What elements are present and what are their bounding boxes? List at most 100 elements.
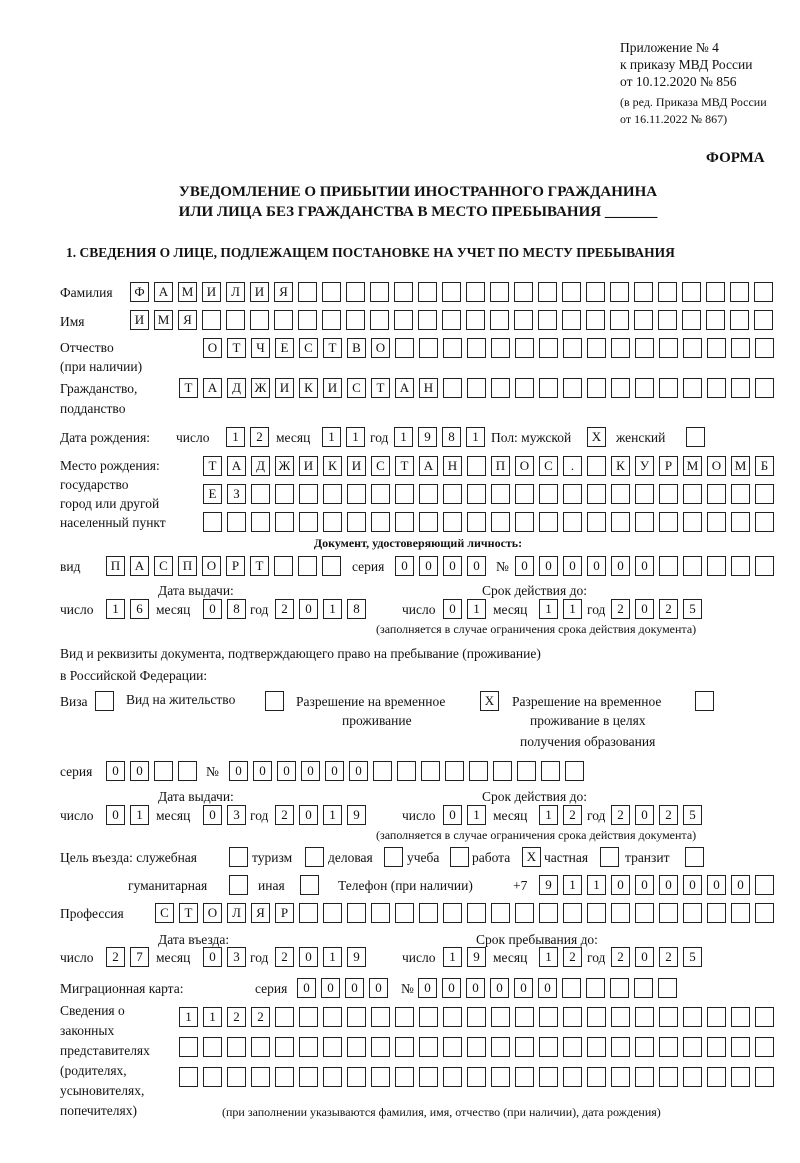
right-number-box[interactable]	[397, 761, 416, 781]
doc-issue-year-box[interactable]: 2	[275, 599, 294, 619]
doc-issue-month-box[interactable]: 0	[203, 599, 222, 619]
doc-series-box[interactable]: 0	[419, 556, 438, 576]
birth-place-1-box[interactable]: Н	[443, 456, 462, 476]
doc-number-box[interactable]	[683, 556, 702, 576]
name-box[interactable]	[682, 310, 701, 330]
patronymic-box[interactable]	[635, 338, 654, 358]
birth-place-3-box[interactable]	[539, 512, 558, 532]
name-box[interactable]	[706, 310, 725, 330]
representatives-2-box[interactable]	[491, 1037, 510, 1057]
birth-place-2-box[interactable]	[611, 484, 630, 504]
right-issue-year-box[interactable]: 9	[347, 805, 366, 825]
representatives-1-box[interactable]: 1	[203, 1007, 222, 1027]
profession-box[interactable]: Я	[251, 903, 270, 923]
citizenship-box[interactable]: И	[275, 378, 294, 398]
citizenship-box[interactable]: С	[347, 378, 366, 398]
profession-box[interactable]	[611, 903, 630, 923]
doc-kind-box[interactable]: О	[202, 556, 221, 576]
profession-box[interactable]	[395, 903, 414, 923]
patronymic-box[interactable]	[539, 338, 558, 358]
birth-place-1-box[interactable]: И	[347, 456, 366, 476]
birth-place-2-box[interactable]	[323, 484, 342, 504]
surname-box[interactable]	[490, 282, 509, 302]
right-number-box[interactable]: 0	[229, 761, 248, 781]
right-number-box[interactable]	[421, 761, 440, 781]
patronymic-box[interactable]	[659, 338, 678, 358]
representatives-1-box[interactable]	[635, 1007, 654, 1027]
patronymic-box[interactable]	[587, 338, 606, 358]
residence-checkbox[interactable]	[265, 691, 284, 711]
stay-month-box[interactable]: 2	[563, 947, 582, 967]
name-box[interactable]	[442, 310, 461, 330]
representatives-1-box[interactable]	[419, 1007, 438, 1027]
representatives-1-box[interactable]	[371, 1007, 390, 1027]
patronymic-box[interactable]: Т	[227, 338, 246, 358]
phone-box[interactable]: 1	[587, 875, 606, 895]
doc-kind-box[interactable]: П	[178, 556, 197, 576]
stay-day-box[interactable]: 9	[467, 947, 486, 967]
profession-box[interactable]	[491, 903, 510, 923]
birth-place-3-box[interactable]	[347, 512, 366, 532]
representatives-3-box[interactable]	[179, 1067, 198, 1087]
doc-valid-year-box[interactable]: 5	[683, 599, 702, 619]
doc-kind-box[interactable]: Т	[250, 556, 269, 576]
representatives-1-box[interactable]	[707, 1007, 726, 1027]
purpose-study-checkbox[interactable]	[450, 847, 469, 867]
birth-place-3-box[interactable]	[707, 512, 726, 532]
representatives-2-box[interactable]	[731, 1037, 750, 1057]
phone-box[interactable]	[755, 875, 774, 895]
representatives-3-box[interactable]	[683, 1067, 702, 1087]
profession-box[interactable]	[299, 903, 318, 923]
stay-month-box[interactable]: 1	[539, 947, 558, 967]
surname-box[interactable]	[754, 282, 773, 302]
representatives-2-box[interactable]	[635, 1037, 654, 1057]
doc-kind-box[interactable]: С	[154, 556, 173, 576]
migration-series-box[interactable]: 0	[345, 978, 364, 998]
temp-residence-checkbox[interactable]: X	[480, 691, 499, 711]
representatives-2-box[interactable]	[371, 1037, 390, 1057]
representatives-2-box[interactable]	[467, 1037, 486, 1057]
doc-valid-month-box[interactable]: 1	[563, 599, 582, 619]
surname-box[interactable]: Я	[274, 282, 293, 302]
entry-day-box[interactable]: 7	[130, 947, 149, 967]
birth-month-box[interactable]: 1	[346, 427, 365, 447]
birth-place-3-box[interactable]	[587, 512, 606, 532]
phone-box[interactable]: 0	[635, 875, 654, 895]
migration-number-box[interactable]	[562, 978, 581, 998]
surname-box[interactable]: М	[178, 282, 197, 302]
doc-number-box[interactable]: 0	[635, 556, 654, 576]
right-number-box[interactable]	[565, 761, 584, 781]
name-box[interactable]	[466, 310, 485, 330]
profession-box[interactable]	[347, 903, 366, 923]
birth-place-1-box[interactable]: П	[491, 456, 510, 476]
representatives-3-box[interactable]	[707, 1067, 726, 1087]
right-valid-day-box[interactable]: 1	[467, 805, 486, 825]
representatives-1-box[interactable]	[683, 1007, 702, 1027]
surname-box[interactable]	[394, 282, 413, 302]
right-number-box[interactable]	[541, 761, 560, 781]
birth-month-box[interactable]: 1	[322, 427, 341, 447]
right-issue-month-box[interactable]: 0	[203, 805, 222, 825]
birth-place-3-box[interactable]	[299, 512, 318, 532]
entry-month-box[interactable]: 3	[227, 947, 246, 967]
male-checkbox[interactable]: X	[587, 427, 606, 447]
representatives-3-box[interactable]	[419, 1067, 438, 1087]
birth-place-3-box[interactable]	[467, 512, 486, 532]
migration-series-box[interactable]: 0	[369, 978, 388, 998]
patronymic-box[interactable]	[755, 338, 774, 358]
birth-place-1-box[interactable]: И	[299, 456, 318, 476]
doc-valid-day-box[interactable]: 0	[443, 599, 462, 619]
surname-box[interactable]	[538, 282, 557, 302]
right-series-box[interactable]: 0	[130, 761, 149, 781]
name-box[interactable]	[274, 310, 293, 330]
profession-box[interactable]: Л	[227, 903, 246, 923]
patronymic-box[interactable]: О	[203, 338, 222, 358]
migration-number-box[interactable]: 0	[514, 978, 533, 998]
birth-place-2-box[interactable]	[275, 484, 294, 504]
birth-place-2-box[interactable]	[731, 484, 750, 504]
representatives-1-box[interactable]	[563, 1007, 582, 1027]
profession-box[interactable]: С	[155, 903, 174, 923]
edu-residence-checkbox[interactable]	[695, 691, 714, 711]
citizenship-box[interactable]: Н	[419, 378, 438, 398]
doc-valid-year-box[interactable]: 0	[635, 599, 654, 619]
